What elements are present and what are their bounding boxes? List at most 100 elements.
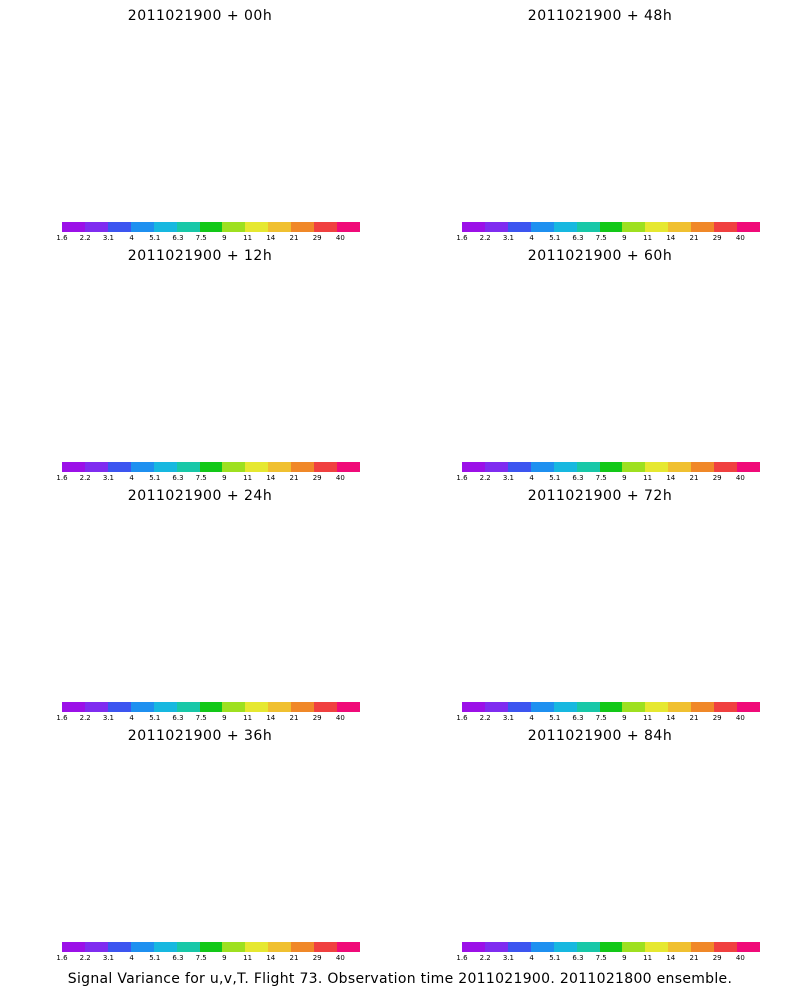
- low-variance-gap: [167, 777, 258, 808]
- colorbar-tick-label: 2.2: [79, 234, 91, 242]
- colorbar-tick-label: 14: [266, 474, 276, 482]
- low-variance-gap: [402, 140, 475, 156]
- low-variance-gap: [107, 554, 172, 598]
- longitude-line: [704, 519, 758, 659]
- colorbar-tick-label: 9: [622, 474, 627, 482]
- colorbar-ticks: 1.6 2.2 3.1 4 5.1 6.3 7.5 9 11 14 21 29 40: [48, 714, 358, 726]
- colorbar-swatch: [337, 462, 360, 472]
- colorbar-swatch: [599, 462, 623, 472]
- latitude-line: [0, 508, 400, 673]
- colorbar-swatch: [130, 222, 154, 232]
- variance-blob: [643, 598, 685, 612]
- latitude-line: [0, 268, 400, 398]
- colorbar: [62, 942, 360, 952]
- colorbar-swatch: [245, 462, 269, 472]
- colorbar: [462, 942, 760, 952]
- variance-blob: [250, 569, 301, 599]
- colorbar-tick-label: 1.6: [56, 474, 68, 482]
- latitude-line: [0, 268, 400, 433]
- variance-blob: [317, 557, 338, 578]
- longitude-line: [270, 529, 306, 675]
- variance-blob: [189, 578, 207, 595]
- colorbar-swatch: [291, 942, 315, 952]
- colorbar-swatch: [507, 942, 531, 952]
- colorbar-tick-label: 9: [222, 954, 227, 962]
- low-variance-gap: [247, 59, 301, 101]
- low-variance-gap: [452, 71, 550, 95]
- longitude-line: [546, 56, 564, 205]
- variance-blob: [537, 399, 558, 412]
- variance-blob: [103, 386, 135, 406]
- colorbar-swatch: [84, 222, 108, 232]
- variance-blob: [250, 814, 284, 847]
- longitude-line: [494, 289, 530, 435]
- latitude-line: [400, 508, 800, 638]
- variance-blob: [55, 339, 92, 357]
- colorbar-swatch: [268, 222, 292, 232]
- colorbar-swatch: [668, 222, 692, 232]
- colorbar-swatch: [291, 702, 315, 712]
- variance-blob: [644, 114, 720, 134]
- colorbar-tick-label: 1.6: [456, 234, 468, 242]
- conic-map: [400, 28, 800, 218]
- colorbar-tick-label: 40: [335, 954, 345, 962]
- variance-blob: [569, 861, 596, 878]
- colorbar-swatch: [199, 222, 223, 232]
- colorbar-tick-label: 21: [689, 234, 699, 242]
- colorbar-swatch: [668, 462, 692, 472]
- latitude-line: [0, 508, 400, 568]
- low-variance-gap: [106, 833, 145, 863]
- colorbar-swatch: [576, 702, 600, 712]
- colorbar-tick-label: 4: [129, 954, 134, 962]
- colorbar-swatch: [199, 702, 223, 712]
- longitude-line: [235, 296, 253, 445]
- longitude-line: [442, 759, 496, 899]
- latitude-line: [400, 28, 800, 88]
- variance-blob: [98, 125, 123, 167]
- variance-blob: [148, 825, 170, 848]
- variance-blob: [280, 614, 328, 650]
- colorbar-tick-label: 40: [735, 714, 745, 722]
- conic-map: [0, 748, 400, 938]
- latitude-line: [400, 748, 800, 913]
- variance-blob: [467, 816, 529, 840]
- latitude-line: [400, 28, 800, 123]
- colorbar-tick-label: 3.1: [102, 234, 114, 242]
- variance-blob: [677, 393, 699, 405]
- colorbar-tick-label: 1.6: [56, 714, 68, 722]
- variance-blob: [598, 398, 644, 408]
- latitude-line: [400, 748, 800, 843]
- low-variance-gap: [619, 155, 695, 187]
- colorbar-tick-label: 40: [735, 234, 745, 242]
- colorbar-swatch: [176, 942, 200, 952]
- colorbar-tick-label: 5.1: [149, 714, 161, 722]
- variance-blob: [468, 604, 481, 614]
- longitude-line: [304, 759, 358, 899]
- longitude-line: [442, 519, 496, 659]
- variance-blob: [206, 372, 278, 404]
- colorbar-swatch: [645, 462, 669, 472]
- longitude-line: [235, 776, 253, 925]
- colorbar-swatch: [530, 462, 554, 472]
- variance-blob: [186, 868, 206, 890]
- low-variance-gap: [223, 78, 269, 128]
- variance-blob: [609, 352, 668, 377]
- variance-blob: [189, 863, 219, 880]
- variance-blob: [451, 111, 475, 132]
- low-variance-gap: [74, 890, 176, 938]
- colorbar-ticks: 1.6 2.2 3.1 4 5.1 6.3 7.5 9 11 14 21 29 40: [48, 954, 358, 966]
- colorbar-swatch: [337, 942, 360, 952]
- variance-blob: [603, 111, 662, 129]
- longitude-line: [494, 529, 530, 675]
- map-panel: 2011021900 + 48h 1.6 2.2 3.1 4 5.1 6.3 7.5 9 11 14…: [400, 0, 800, 245]
- colorbar-tick-label: 9: [622, 954, 627, 962]
- low-variance-gap: [247, 417, 344, 454]
- colorbar-swatch: [576, 462, 600, 472]
- colorbar-swatch: [737, 942, 760, 952]
- low-variance-gap: [6, 333, 94, 382]
- conic-map: [0, 28, 400, 218]
- variance-blob: [641, 810, 704, 824]
- variance-blob: [67, 793, 97, 823]
- longitude-line: [304, 279, 358, 419]
- colorbar-swatch: [222, 702, 246, 712]
